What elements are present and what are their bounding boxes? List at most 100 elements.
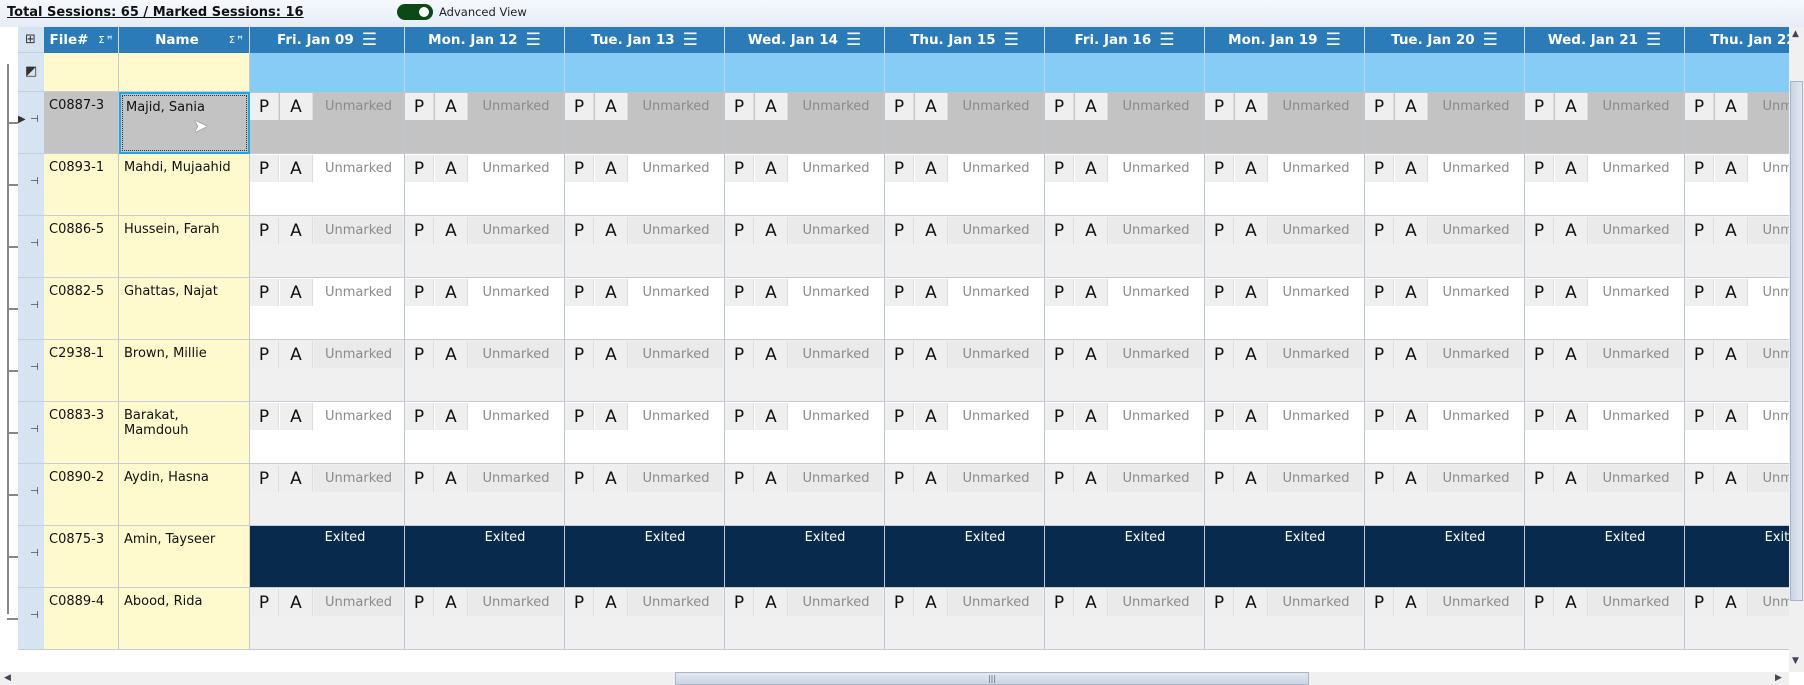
- column-menu-icon[interactable]: ☰: [525, 30, 541, 50]
- absent-button[interactable]: A: [1555, 403, 1588, 430]
- present-button[interactable]: P: [1365, 155, 1394, 182]
- filter-day[interactable]: [405, 53, 565, 92]
- absent-button[interactable]: A: [435, 93, 468, 120]
- unmarked-status[interactable]: Unmarked: [629, 589, 723, 616]
- absent-button[interactable]: A: [595, 155, 628, 182]
- absent-button[interactable]: A: [1555, 217, 1588, 244]
- present-button[interactable]: P: [1205, 589, 1234, 616]
- filter-day[interactable]: [725, 53, 885, 92]
- absent-button[interactable]: A: [1715, 217, 1748, 244]
- unmarked-status[interactable]: Unmarked: [629, 341, 723, 368]
- present-button[interactable]: P: [405, 465, 434, 492]
- column-menu-icon[interactable]: ☰: [1003, 30, 1019, 50]
- unmarked-status[interactable]: Unmarked: [789, 589, 883, 616]
- absent-button[interactable]: A: [915, 155, 948, 182]
- unmarked-status[interactable]: Unmarked: [949, 589, 1043, 616]
- unmarked-status[interactable]: Unmarked: [949, 155, 1043, 182]
- present-button[interactable]: P: [565, 403, 594, 430]
- absent-button[interactable]: A: [755, 403, 788, 430]
- unmarked-status[interactable]: Unmarked: [789, 279, 883, 306]
- column-menu-icon[interactable]: ☰: [1646, 30, 1662, 50]
- unmarked-status[interactable]: Unmarked: [789, 341, 883, 368]
- unmarked-status[interactable]: Unmarked: [469, 279, 563, 306]
- unmarked-status[interactable]: Unmarked: [469, 155, 563, 182]
- present-button[interactable]: P: [1365, 589, 1394, 616]
- filter-day[interactable]: [1205, 53, 1365, 92]
- file-number[interactable]: C0883-3: [44, 402, 119, 464]
- present-button[interactable]: P: [405, 589, 434, 616]
- unmarked-status[interactable]: Unmarked: [1589, 279, 1683, 306]
- absent-button[interactable]: A: [280, 403, 313, 430]
- pin-row-icon[interactable]: ⊣: [30, 300, 39, 311]
- present-button[interactable]: P: [1685, 341, 1714, 368]
- sum-icon[interactable]: Σ: [98, 34, 105, 46]
- file-number[interactable]: C2938-1: [44, 340, 119, 402]
- present-button[interactable]: P: [725, 217, 754, 244]
- unmarked-status[interactable]: Unmarked: [629, 155, 723, 182]
- present-button[interactable]: P: [1365, 93, 1394, 120]
- filter-day[interactable]: [565, 53, 725, 92]
- unmarked-status[interactable]: Unmarked: [1429, 465, 1523, 492]
- present-button[interactable]: P: [1045, 403, 1074, 430]
- present-button[interactable]: P: [885, 589, 914, 616]
- column-menu-icon[interactable]: ☰: [846, 30, 862, 50]
- present-button[interactable]: P: [565, 217, 594, 244]
- present-button[interactable]: P: [405, 93, 434, 120]
- absent-button[interactable]: A: [1715, 403, 1748, 430]
- unmarked-status[interactable]: Unmarked: [1269, 465, 1363, 492]
- header-day[interactable]: Thu. Jan 15 ☰: [885, 27, 1045, 53]
- present-button[interactable]: P: [1525, 589, 1554, 616]
- header-day[interactable]: Fri. Jan 09 ☰: [250, 27, 405, 53]
- absent-button[interactable]: A: [755, 341, 788, 368]
- present-button[interactable]: P: [1045, 155, 1074, 182]
- unmarked-status[interactable]: Unmarked: [789, 403, 883, 430]
- absent-button[interactable]: A: [1075, 217, 1108, 244]
- absent-button[interactable]: A: [1235, 279, 1268, 306]
- unmarked-status[interactable]: Unmarked: [1269, 589, 1363, 616]
- unmarked-status[interactable]: Unmarked: [1749, 341, 1789, 368]
- present-button[interactable]: P: [1685, 589, 1714, 616]
- present-button[interactable]: P: [885, 465, 914, 492]
- present-button[interactable]: P: [1045, 279, 1074, 306]
- present-button[interactable]: P: [565, 465, 594, 492]
- present-button[interactable]: P: [1525, 155, 1554, 182]
- unmarked-status[interactable]: Unmarked: [1589, 93, 1683, 120]
- present-button[interactable]: P: [1525, 341, 1554, 368]
- unmarked-status[interactable]: Unmarked: [949, 93, 1043, 120]
- unmarked-status[interactable]: Unmarked: [1269, 279, 1363, 306]
- absent-button[interactable]: A: [1715, 341, 1748, 368]
- present-button[interactable]: P: [1205, 279, 1234, 306]
- unmarked-status[interactable]: Unmarked: [1109, 465, 1203, 492]
- unmarked-status[interactable]: Unmarked: [314, 93, 403, 120]
- scroll-right-icon[interactable]: ▶: [1775, 673, 1782, 683]
- unmarked-status[interactable]: Unmarked: [469, 589, 563, 616]
- present-button[interactable]: P: [885, 341, 914, 368]
- absent-button[interactable]: A: [435, 589, 468, 616]
- unmarked-status[interactable]: Unmarked: [314, 155, 403, 182]
- present-button[interactable]: P: [1365, 341, 1394, 368]
- present-button[interactable]: P: [725, 465, 754, 492]
- file-number[interactable]: C0893-1: [44, 154, 119, 216]
- present-button[interactable]: P: [1525, 279, 1554, 306]
- absent-button[interactable]: A: [280, 465, 313, 492]
- absent-button[interactable]: A: [1395, 589, 1428, 616]
